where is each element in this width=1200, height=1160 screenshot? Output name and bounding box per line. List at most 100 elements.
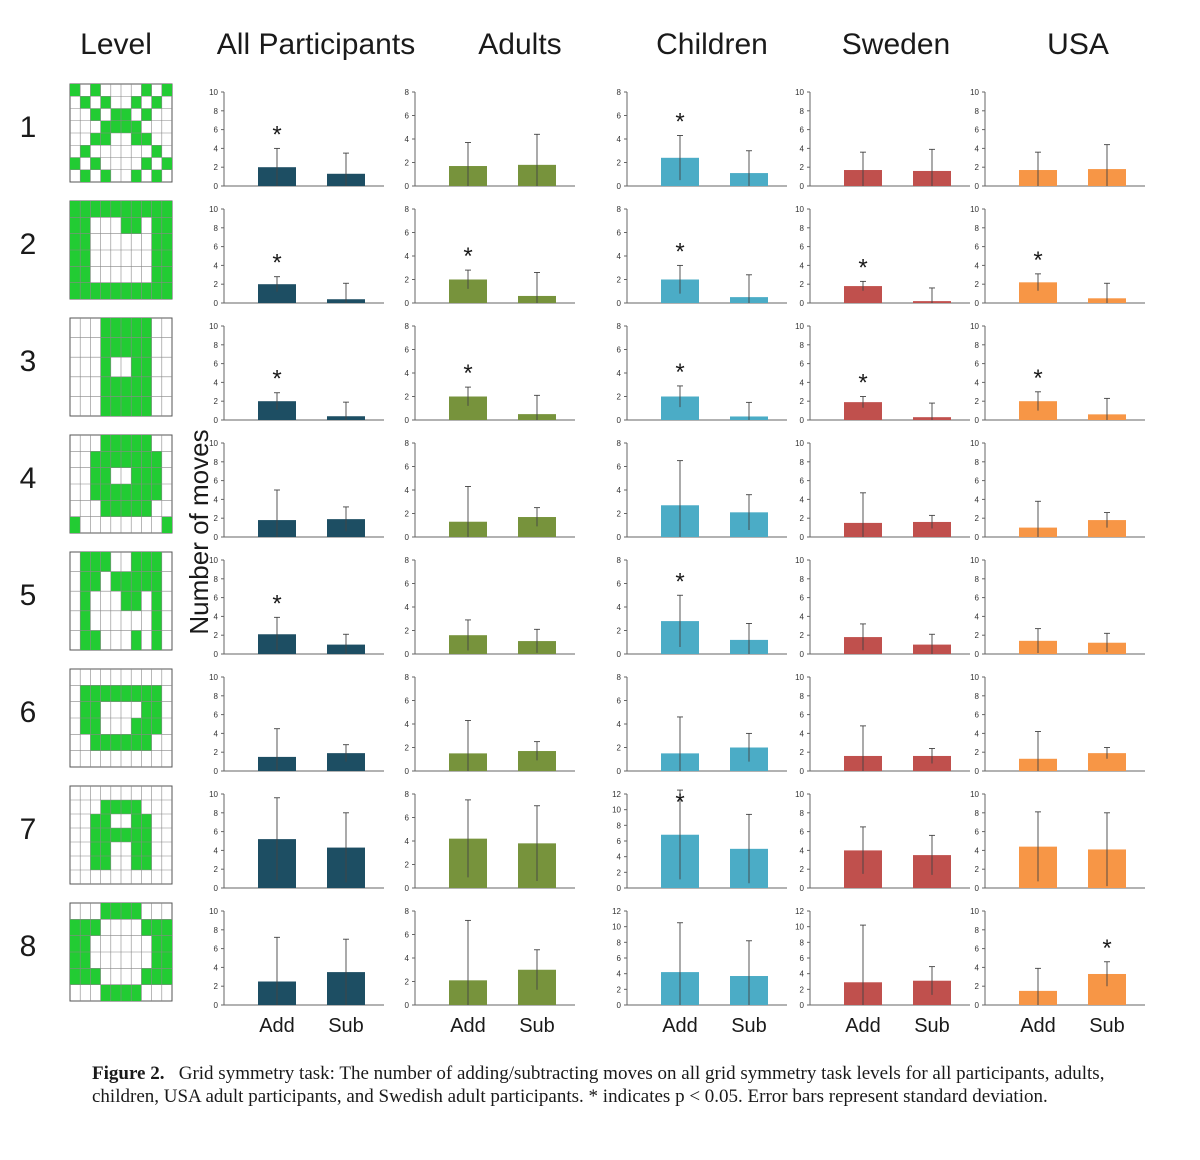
y-tick-label: 0 <box>405 416 410 425</box>
level-grid-3 <box>69 317 173 417</box>
grid-cell-filled <box>131 435 142 452</box>
grid-cell-filled <box>131 630 142 650</box>
y-tick-label: 2 <box>800 748 805 757</box>
y-tick-label: 4 <box>214 729 219 738</box>
significance-star: * <box>675 108 684 135</box>
panel-adults-level-2: 0 2 4 6 8 * <box>405 205 575 308</box>
grid-cell-filled <box>141 718 152 735</box>
y-tick-label: 12 <box>612 907 621 916</box>
y-tick-label: 10 <box>209 88 218 97</box>
grid-cell-filled <box>70 952 81 969</box>
y-tick-label: 4 <box>617 720 622 729</box>
y-tick-label: 6 <box>617 837 622 846</box>
grid-cell-filled <box>131 467 142 484</box>
grid-cell-filled <box>90 571 101 592</box>
grid-cell-filled <box>80 217 91 234</box>
grid-cell-filled <box>121 282 132 299</box>
grid-cell-filled <box>110 376 121 397</box>
panel-children-level-4: 0 2 4 6 8 <box>617 439 787 542</box>
y-tick-label: 6 <box>975 594 980 603</box>
y-tick-label: 2 <box>975 631 980 640</box>
y-tick-label: 0 <box>405 767 410 776</box>
grid-cell-filled <box>100 484 111 501</box>
grid-cell-filled <box>131 282 142 299</box>
grid-cell-filled <box>100 828 111 842</box>
grid-cell-filled <box>70 516 81 533</box>
grid-cell-filled <box>141 435 152 452</box>
y-tick-label: 10 <box>970 673 979 682</box>
grid-cell-filled <box>100 357 111 377</box>
grid-cell-filled <box>110 108 121 121</box>
y-tick-label: 10 <box>795 439 804 448</box>
panel-all-participants-level-1: 0 2 4 6 8 10 * <box>209 88 384 191</box>
significance-star: * <box>272 590 281 617</box>
figure-caption: Figure 2. Grid symmetry task: The number… <box>92 1062 1172 1108</box>
grid-cell-filled <box>131 96 142 109</box>
grid-cell-filled <box>161 282 172 299</box>
significance-star: * <box>858 370 867 397</box>
grid-cell-filled <box>131 842 142 856</box>
grid-cell-filled <box>141 685 152 702</box>
y-tick-label: 10 <box>209 790 218 799</box>
column-header-children: Children <box>656 28 768 61</box>
y-tick-label: 6 <box>405 814 410 823</box>
level-grid-7 <box>69 785 173 885</box>
grid-cell-filled <box>131 201 142 218</box>
y-tick-label: 6 <box>405 229 410 238</box>
grid-cell-filled <box>121 120 132 133</box>
bar-sub <box>1088 753 1126 771</box>
panel-adults-level-8: 0 2 4 6 8 <box>405 907 575 1010</box>
level-labels: 1 2 3 4 5 6 7 8 <box>20 111 37 963</box>
level-number: 5 <box>20 579 37 612</box>
y-tick-label: 10 <box>795 88 804 97</box>
y-tick-label: 0 <box>800 767 805 776</box>
grid-cell-filled <box>100 842 111 856</box>
grid-cell-filled <box>161 84 172 97</box>
grid-cell-filled <box>151 250 162 267</box>
bar-add <box>661 396 699 420</box>
grid-cell-filled <box>151 451 162 468</box>
y-tick-label: 4 <box>405 720 410 729</box>
y-tick-label: 0 <box>975 182 980 191</box>
grid-cell-filled <box>100 800 111 814</box>
panel-children-level-1: 0 2 4 6 8 * <box>617 88 787 191</box>
x-label-sub: Sub <box>328 1015 364 1037</box>
y-tick-label: 10 <box>970 439 979 448</box>
y-tick-label: 2 <box>617 868 622 877</box>
grid-cell-filled <box>131 120 142 133</box>
significance-star: * <box>1033 247 1042 274</box>
grid-cell-filled <box>90 630 101 650</box>
level-grid-6 <box>69 668 173 768</box>
y-tick-label: 2 <box>617 510 622 519</box>
y-tick-label: 4 <box>800 846 805 855</box>
grid-cell-filled <box>141 842 152 856</box>
panel-sweden-level-7: 0 2 4 6 8 10 <box>795 790 970 893</box>
y-tick-label: 0 <box>405 1001 410 1010</box>
level-number: 6 <box>20 696 37 729</box>
y-tick-label: 0 <box>800 299 805 308</box>
y-tick-label: 10 <box>795 205 804 214</box>
y-tick-label: 4 <box>405 837 410 846</box>
y-tick-label: 6 <box>975 477 980 486</box>
y-tick-label: 8 <box>214 458 219 467</box>
y-tick-label: 10 <box>970 88 979 97</box>
column-header-sweden: Sweden <box>842 28 950 61</box>
y-tick-label: 10 <box>209 205 218 214</box>
x-axis-labels: Add Sub Add Sub Add Sub Add Sub Add Sub <box>259 1015 1125 1037</box>
grid-cell-filled <box>131 984 142 1001</box>
grid-cell-filled <box>141 856 152 870</box>
grid-cell-filled <box>121 435 132 452</box>
y-tick-label: 8 <box>800 224 805 233</box>
grid-cell-filled <box>141 828 152 842</box>
grid-cell-filled <box>90 84 101 97</box>
grid-cell-filled <box>100 337 111 358</box>
panel-sweden-level-4: 0 2 4 6 8 10 <box>795 439 970 542</box>
y-tick-label: 8 <box>800 692 805 701</box>
y-tick-label: 6 <box>405 346 410 355</box>
y-tick-label: 6 <box>800 594 805 603</box>
y-tick-label: 10 <box>970 322 979 331</box>
y-tick-label: 8 <box>975 341 980 350</box>
y-tick-label: 0 <box>800 884 805 893</box>
y-tick-label: 6 <box>975 945 980 954</box>
y-tick-label: 0 <box>617 767 622 776</box>
